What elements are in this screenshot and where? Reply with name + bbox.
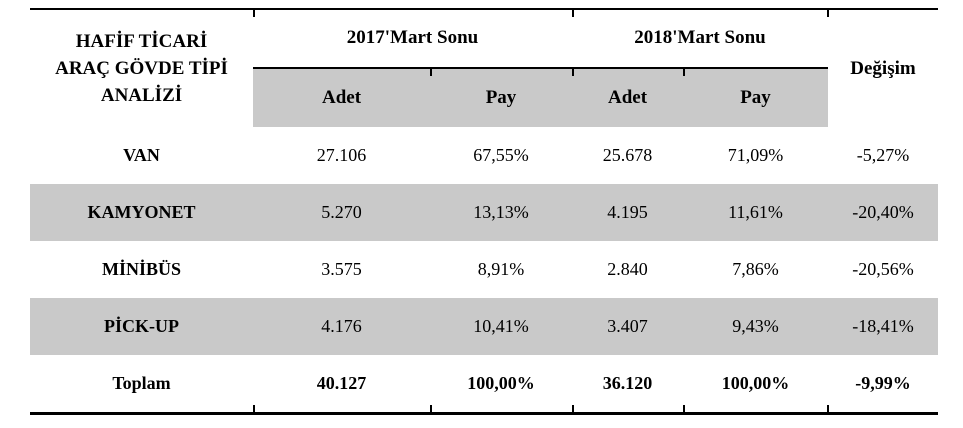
column-tick — [572, 69, 574, 76]
subheader-adet-2017: Adet — [321, 87, 362, 108]
shaded-row-band — [30, 184, 938, 241]
shaded-row-band — [30, 298, 938, 355]
cell-pay-2017: 10,41% — [473, 316, 529, 336]
column-tick — [683, 405, 685, 412]
table-title-line: ANALİZİ — [100, 85, 183, 106]
cell-pay-2018: 71,09% — [727, 145, 784, 165]
total-degisim: -9,99% — [855, 373, 911, 393]
cell-pay-2018: 11,61% — [728, 202, 783, 222]
table-title: HAFİF TİCARİ ARAÇ GÖVDE TİPİ ANALİZİ — [30, 10, 253, 127]
cell-adet-2018: 3.407 — [607, 316, 648, 336]
year-group-header-2018: 2018'Mart Sonu — [634, 26, 766, 48]
column-tick — [683, 69, 685, 76]
total-pay-2018: 100,00% — [721, 373, 790, 393]
row-label: KAMYONET — [87, 202, 196, 222]
cell-adet-2018: 4.195 — [607, 202, 648, 222]
table-title-line: HAFİF TİCARİ — [75, 31, 208, 52]
change-column-header: Değişim — [850, 57, 916, 79]
year-group-header-2017: 2017'Mart Sonu — [346, 26, 479, 48]
column-tick — [253, 405, 255, 412]
row-label: MİNİBÜS — [101, 259, 181, 279]
cell-degisim: -20,56% — [852, 259, 914, 279]
cell-adet-2017: 27.106 — [316, 145, 367, 165]
cell-pay-2017: 8,91% — [477, 259, 525, 279]
column-tick — [572, 405, 574, 412]
cell-pay-2018: 7,86% — [732, 259, 779, 279]
table-bottom-rule — [30, 412, 938, 415]
subheader-adet-2018: Adet — [607, 87, 648, 108]
total-adet-2018: 36.120 — [602, 373, 653, 393]
total-row-label: Toplam — [112, 373, 171, 393]
column-tick — [430, 69, 432, 76]
cell-adet-2018: 2.840 — [607, 259, 648, 279]
total-pay-2017: 100,00% — [467, 373, 535, 393]
cell-adet-2017: 3.575 — [321, 259, 362, 279]
cell-adet-2018: 25.678 — [602, 145, 653, 165]
column-tick — [572, 10, 574, 17]
table-title-line: ARAÇ GÖVDE TİPİ — [55, 58, 228, 79]
row-label: PİCK-UP — [104, 316, 179, 336]
cell-degisim: -20,40% — [852, 202, 914, 222]
cell-pay-2017: 13,13% — [473, 202, 529, 222]
cell-pay-2017: 67,55% — [473, 145, 529, 165]
column-tick — [827, 10, 829, 17]
cell-adet-2017: 4.176 — [321, 316, 362, 336]
cell-degisim: -18,41% — [852, 316, 914, 336]
row-label: VAN — [123, 145, 160, 165]
column-tick — [430, 405, 432, 412]
total-adet-2017: 40.127 — [316, 373, 367, 393]
subheader-pay-2018: Pay — [740, 87, 771, 108]
cell-adet-2017: 5.270 — [321, 202, 362, 222]
cell-pay-2018: 9,43% — [732, 316, 779, 336]
subheader-pay-2017: Pay — [485, 87, 517, 108]
column-tick — [827, 405, 829, 412]
column-tick — [253, 10, 255, 17]
subheader-band — [253, 67, 828, 127]
table-top-rule — [30, 8, 938, 10]
cell-degisim: -5,27% — [856, 145, 910, 165]
